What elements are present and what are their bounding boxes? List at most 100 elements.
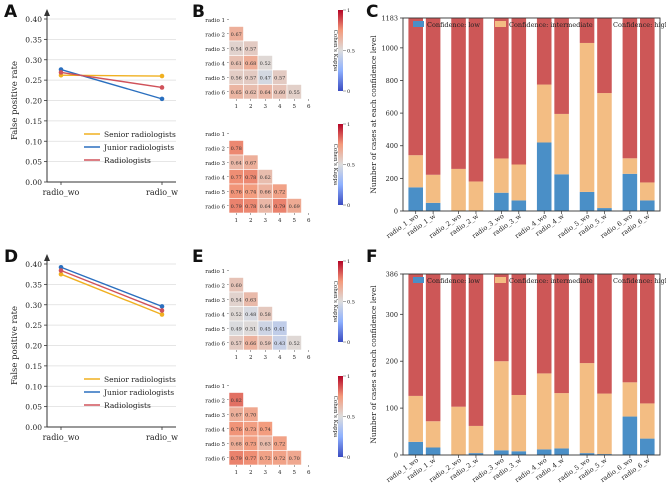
chart-c-frame: [402, 17, 661, 212]
chart-f-bar-segment: [468, 274, 484, 426]
chart-f-bar-segment: [579, 453, 595, 455]
chart-b-top-col-label: 5: [293, 104, 297, 110]
chart-e-bottom-cell-value: 0.73: [245, 441, 256, 447]
chart-d-xtick-label: radio_wo: [43, 433, 80, 442]
chart-a-y-axis-label: False positive rate: [10, 61, 20, 140]
chart-c-bar-segment: [536, 84, 552, 143]
chart-f-legend-swatch: [495, 277, 506, 283]
chart-f-ytick-label: 300: [386, 311, 398, 319]
chart-c-bar-segment: [579, 18, 595, 43]
chart-f-bar-segment: [536, 373, 552, 450]
chart-e-bottom-cell-value: 0.72: [274, 456, 285, 462]
chart-c-bar-segment: [511, 164, 527, 201]
chart-b-bottom-colorbar-tick-label: 1: [347, 122, 350, 128]
chart-c-bar-segment: [408, 187, 423, 211]
chart-a-data-point: [159, 85, 165, 90]
chart-f-bar-segment: [640, 438, 655, 455]
chart-d-legend-label: Junior radiologists: [103, 388, 174, 397]
chart-a-ytick-label: 0.20: [25, 97, 42, 106]
chart-d-data-point: [159, 308, 165, 313]
chart-b-bottom-col-label: 2: [249, 218, 253, 224]
chart-d-data-point: [58, 264, 64, 270]
chart-e-bottom-cell-value: 0.76: [231, 427, 242, 433]
chart-b-bottom-col-label: 5: [293, 218, 297, 224]
chart-b-top-row-label: radio 6: [205, 90, 225, 96]
chart-d-series-line: [60, 269, 163, 312]
chart-e-bottom-cell-value: 0.79: [231, 456, 242, 462]
chart-d-xtick-label: radio_w: [146, 433, 178, 442]
chart-b-top-col-label: 3: [264, 104, 268, 110]
chart-e-bottom-col-label: 2: [249, 470, 253, 476]
chart-c-bar-segment: [622, 18, 638, 159]
chart-f-bar-segment: [408, 274, 423, 396]
chart-b-bottom-col-label: 3: [264, 218, 268, 224]
chart-e-bottom-cell-value: 0.82: [231, 398, 242, 404]
chart-e-top-cell-value: 0.63: [245, 297, 256, 303]
chart-e-bottom-colorbar-tick-label: 1: [347, 374, 350, 380]
chart-d-data-point: [159, 312, 165, 317]
chart-b-bottom-row-label: radio 6: [205, 204, 225, 210]
chart-b-top-colorbar-label: Cohen's Kappa: [332, 30, 338, 72]
chart-c-bar-segment: [554, 113, 569, 175]
chart-f-bar-segment: [425, 421, 441, 448]
chart-b-bottom-colorbar-tick-label: 0.5: [347, 163, 355, 169]
chart-b-top-row-label: radio 5: [205, 76, 225, 82]
chart-b-bottom-cell-value: 0.78: [245, 175, 256, 181]
chart-b-top-cell-value: 0.47: [260, 75, 271, 81]
chart-e-top-cell-value: 0.59: [260, 341, 271, 347]
chart-b-bottom-row-label: radio 3: [205, 161, 225, 167]
chart-f-bar-segment: [597, 274, 612, 394]
chart-e-bottom-colorbar-label: Cohen's Kappa: [332, 396, 338, 438]
chart-c-legend-swatch: [495, 21, 506, 27]
chart-a-ytick-label: 0.40: [25, 15, 42, 24]
chart-b-top-cell-value: 0.67: [231, 32, 242, 38]
chart-d-legend-label: Senior radiologists: [104, 375, 176, 384]
chart-c-bar-segment: [425, 18, 441, 175]
chart-e-top-cell-value: 0.52: [289, 341, 300, 347]
chart-b-top-colorbar: [338, 10, 343, 91]
chart-b-top-cell-value: 0.64: [260, 90, 271, 96]
chart-b-top-cell-value: 0.61: [231, 61, 242, 67]
chart-b-top-col-label: 4: [278, 104, 282, 110]
chart-f-bar-segment: [511, 394, 527, 452]
chart-c-ytick-label: 0: [394, 208, 398, 216]
chart-c-bar-segment: [640, 200, 655, 211]
chart-c-legend-swatch: [599, 21, 610, 27]
chart-e-top-row-label: radio 6: [205, 341, 225, 347]
chart-e-bottom-row-label: radio 2: [205, 398, 225, 404]
chart-a-data-point: [58, 70, 64, 75]
chart-b-bottom-cell-value: 0.78: [245, 204, 256, 210]
chart-e-top-cell-value: 0.54: [231, 297, 242, 303]
chart-f-ytick-label: 0: [394, 452, 398, 460]
chart-b-top-cell-value: 0.52: [260, 61, 271, 67]
chart-d-ytick-label: 0.40: [25, 260, 42, 269]
chart-c-bar-segment: [622, 158, 638, 174]
chart-b-top-col-label: 1: [235, 104, 239, 110]
chart-c-bar-segment: [468, 181, 484, 211]
chart-a-xtick-label: radio_w: [146, 188, 178, 197]
chart-e-top-row-label: radio 5: [205, 327, 225, 333]
chart-b-bottom-row-label: radio 4: [205, 175, 225, 181]
chart-b-bottom-cell-value: 0.77: [231, 175, 242, 181]
chart-e-bottom-col-label: 1: [235, 470, 239, 476]
chart-b-top-cell-value: 0.65: [231, 90, 242, 96]
chart-c-bar-segment: [536, 142, 552, 211]
chart-f-bar-segment: [554, 393, 569, 449]
chart-b-bottom-cell-value: 0.62: [260, 175, 271, 181]
chart-c-legend-label: Confidence: low: [427, 21, 480, 29]
chart-f-bar-segment: [494, 274, 509, 362]
chart-e-bottom-col-label: 3: [264, 470, 268, 476]
chart-e-bottom-row-label: radio 1: [205, 384, 225, 390]
chart-f-bar-segment: [554, 448, 569, 455]
chart-b-top-cell-value: 0.57: [245, 46, 256, 52]
chart-b-bottom-cell-value: 0.78: [231, 146, 242, 152]
chart-d-ytick-label: 0.25: [25, 321, 42, 330]
chart-e-top-cell-value: 0.60: [231, 283, 242, 289]
chart-c-bar-segment: [451, 168, 466, 211]
chart-e-bottom-cell-value: 0.68: [231, 441, 242, 447]
chart-c-bar-segment: [408, 18, 423, 156]
chart-d-ytick-label: 0.10: [25, 382, 42, 391]
chart-f-bar-segment: [554, 274, 569, 394]
chart-a-xtick-label: radio_wo: [43, 188, 80, 197]
chart-e-top-row-label: radio 4: [205, 312, 225, 318]
